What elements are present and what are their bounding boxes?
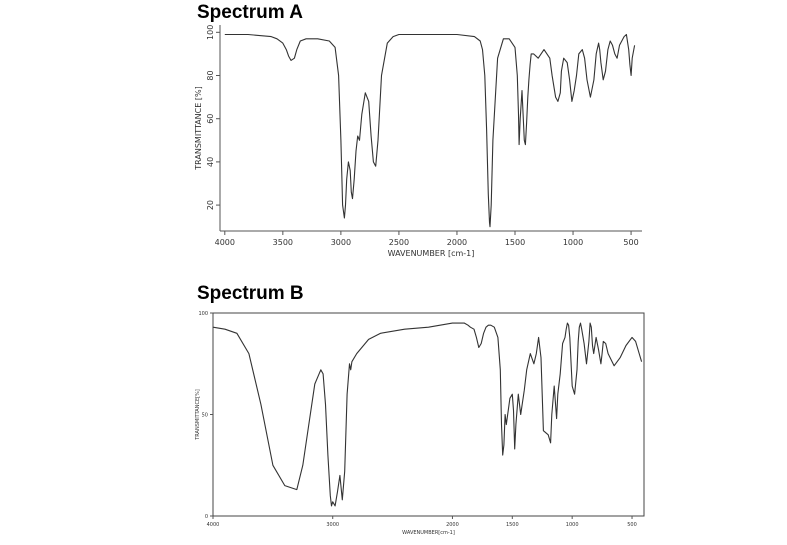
spectrum-a-y-tick-label: 100 <box>206 25 215 40</box>
spectrum-a-x-tick-label: 2500 <box>389 238 409 247</box>
spectrum-a-x-tick-label: 2000 <box>447 238 467 247</box>
spectrum-b-x-tick-label: 1000 <box>566 522 579 528</box>
spectrum-a-y-axis-label: TRANSMITTANCE [%] <box>194 86 203 170</box>
spectrum-b-x-tick-label: 3000 <box>326 522 339 528</box>
spectrum-b-x-tick-label: 500 <box>627 522 637 528</box>
spectrum-b-frame <box>212 312 645 517</box>
spectrum-a-y-tick-label: 40 <box>206 157 215 167</box>
spectrum-b-y-tick-label: 50 <box>202 413 208 419</box>
spectrum-b-y-tick-label: 100 <box>198 311 208 317</box>
spectrum-a-y-tick-label: 20 <box>206 200 215 210</box>
spectrum-a-x-tick-label: 3500 <box>273 238 293 247</box>
spectrum-b-y-tick-label: 0 <box>205 514 208 520</box>
spectrum-b-x-tick-label: 1500 <box>506 522 519 528</box>
spectrum-a-x-tick-label: 4000 <box>215 238 235 247</box>
spectrum-b-title: Spectrum B <box>197 283 304 304</box>
spectrum-a-title: Spectrum A <box>197 2 303 23</box>
spectrum-a-x-tick-label: 500 <box>623 238 638 247</box>
spectrum-b-y-axis-label: TRANSMITTANCE[%] <box>195 389 201 441</box>
spectrum-a-x-axis-label: WAVENUMBER [cm-1] <box>388 249 475 258</box>
spectrum-a-x-tick-label: 1000 <box>563 238 583 247</box>
spectrum-b-series-line <box>212 322 643 507</box>
spectrum-b-x-tick-label: 4000 <box>207 522 220 528</box>
spectrum-a-y-tick-label: 60 <box>206 114 215 124</box>
spectrum-b-x-tick-label: 2000 <box>446 522 459 528</box>
spectrum-a-y-tick-label: 80 <box>206 70 215 80</box>
spectrum-b-x-axis-label: WAVENUMBER[cm-1] <box>402 530 455 536</box>
spectrum-a-series-line <box>224 33 636 228</box>
spectrum-a-x-tick-label: 3000 <box>331 238 351 247</box>
spectrum-a-x-tick-label: 1500 <box>505 238 525 247</box>
